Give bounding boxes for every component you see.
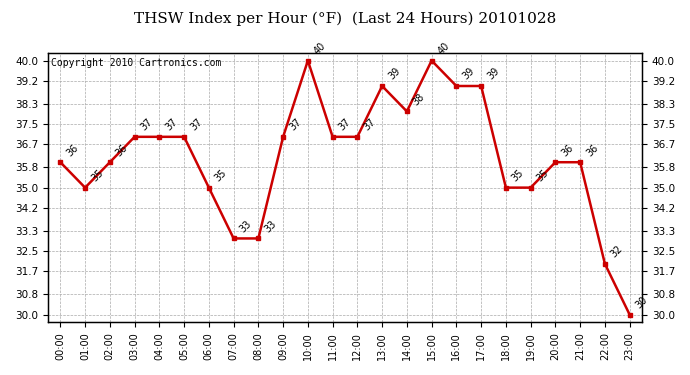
Text: 37: 37 <box>287 117 303 133</box>
Text: 37: 37 <box>362 117 377 133</box>
Text: 36: 36 <box>65 142 80 158</box>
Text: Copyright 2010 Cartronics.com: Copyright 2010 Cartronics.com <box>51 58 221 68</box>
Text: 37: 37 <box>139 117 155 133</box>
Text: 33: 33 <box>238 219 253 234</box>
Text: 30: 30 <box>634 295 649 310</box>
Text: 40: 40 <box>312 41 328 56</box>
Text: 36: 36 <box>584 142 600 158</box>
Text: 38: 38 <box>411 92 427 107</box>
Text: 39: 39 <box>460 66 476 82</box>
Text: 37: 37 <box>188 117 204 133</box>
Text: 37: 37 <box>337 117 353 133</box>
Text: 40: 40 <box>436 41 451 56</box>
Text: 35: 35 <box>89 168 105 183</box>
Text: THSW Index per Hour (°F)  (Last 24 Hours) 20101028: THSW Index per Hour (°F) (Last 24 Hours)… <box>134 11 556 26</box>
Text: 37: 37 <box>164 117 179 133</box>
Text: 33: 33 <box>262 219 278 234</box>
Text: 35: 35 <box>510 168 526 183</box>
Text: 39: 39 <box>386 66 402 82</box>
Text: 35: 35 <box>213 168 229 183</box>
Text: 35: 35 <box>535 168 551 183</box>
Text: 39: 39 <box>485 66 501 82</box>
Text: 36: 36 <box>560 142 575 158</box>
Text: 36: 36 <box>114 142 130 158</box>
Text: 32: 32 <box>609 244 625 260</box>
